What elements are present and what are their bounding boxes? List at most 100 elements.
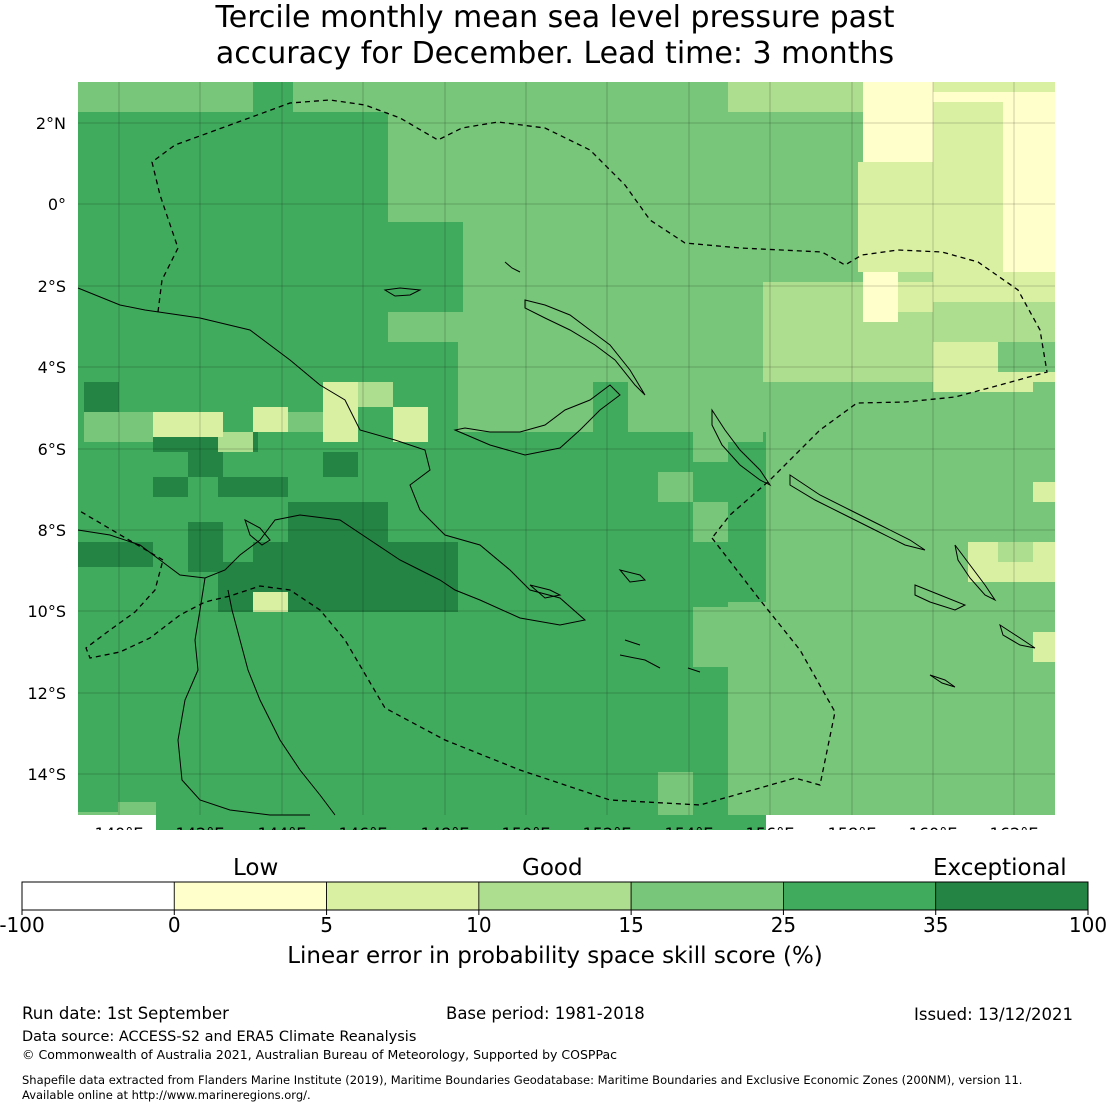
skill-cell <box>1033 382 1055 422</box>
coastline-rennell <box>929 674 956 688</box>
longitude-label: 160°E <box>909 824 958 830</box>
category-exceptional: Exceptional <box>933 855 1067 881</box>
copyright: © Commonwealth of Australia 2021, Austra… <box>22 1047 617 1062</box>
skill-cell <box>188 522 223 542</box>
longitude-label: 148°E <box>421 824 470 830</box>
base-period: Base period: 1981-2018 <box>446 1004 645 1023</box>
longitude-label: 152°E <box>583 824 632 830</box>
colorbar-tick-label: 100 <box>1069 913 1107 937</box>
skill-cell <box>218 477 288 497</box>
skill-cell <box>253 407 288 432</box>
title-line-1: Tercile monthly mean sea level pressure … <box>215 0 895 35</box>
colorbar-tick-label: -100 <box>0 913 45 937</box>
skill-cell <box>388 312 463 342</box>
latitude-label: 8°S <box>38 521 66 540</box>
skill-cell <box>658 772 693 815</box>
coastline-bougainville <box>711 408 772 487</box>
skill-cell <box>153 477 188 497</box>
skill-cell <box>898 282 933 312</box>
category-low: Low <box>233 855 279 881</box>
map-figure: 2°N 0° 2°S 4°S 6°S 8°S 10°S 12°S 14°S 140°E 142°E… <box>27 82 1055 830</box>
colorbar-block <box>478 881 632 911</box>
run-date: Run date: 1st September <box>22 1004 229 1023</box>
coastline-solomon-2 <box>954 544 997 602</box>
issued-date: Issued: 13/12/2021 <box>914 1005 1074 1024</box>
title-line-2: accuracy for December. Lead time: 3 mont… <box>215 36 895 71</box>
coastline-new-guinea <box>77 287 587 626</box>
skill-cell <box>323 452 358 477</box>
colorbar-blocks <box>21 881 1089 911</box>
colorbar-block <box>326 881 480 911</box>
skill-cell <box>458 317 493 342</box>
skill-cell <box>1033 632 1055 662</box>
coastline-solomon-1 <box>789 474 926 551</box>
shapefile-credit-1: Shapefile data extracted from Flanders M… <box>22 1073 1023 1087</box>
skill-cell <box>693 432 728 462</box>
skill-cell <box>288 412 323 432</box>
longitude-label: 162°E <box>990 824 1039 830</box>
map-title: Tercile monthly mean sea level pressure … <box>0 0 1110 72</box>
skill-cell <box>998 342 1055 372</box>
skill-cell <box>423 392 458 432</box>
latitude-label: 2°N <box>36 114 66 133</box>
data-source: Data source: ACCESS-S2 and ERA5 Climate … <box>22 1029 417 1045</box>
eez-boundary-png-north <box>151 99 1048 539</box>
skill-cell <box>423 592 458 612</box>
skill-cell <box>218 432 253 452</box>
colorbar-tick-label: 25 <box>771 913 796 937</box>
longitude-label: 142°E <box>176 824 225 830</box>
skill-cell <box>658 472 693 502</box>
skill-grid <box>78 82 1055 830</box>
latitude-label: 10°S <box>27 602 66 621</box>
longitude-label: 154°E <box>665 824 714 830</box>
latitude-label: 14°S <box>27 765 66 784</box>
latitude-label: 6°S <box>38 440 66 459</box>
eez-boundaries <box>77 99 1048 806</box>
skill-cell <box>153 412 223 437</box>
skill-cell <box>933 132 1003 272</box>
colorbar-block <box>173 881 327 911</box>
category-good: Good <box>522 855 583 881</box>
skill-cell <box>933 272 1055 302</box>
coastline-islands-manus <box>383 261 521 297</box>
longitude-label: 150°E <box>502 824 551 830</box>
colorbar-block <box>783 881 937 911</box>
skill-cell <box>693 607 728 667</box>
longitude-label: 144°E <box>258 824 307 830</box>
skill-cell <box>78 112 118 812</box>
coastline-islands-trobriand <box>529 569 647 599</box>
latitude-label: 2°S <box>38 277 66 296</box>
skill-cell <box>78 542 153 567</box>
colorbar-tick-label: 10 <box>466 913 491 937</box>
colorbar-tick-label: 0 <box>168 913 181 937</box>
longitude-label: 140°E <box>95 824 144 830</box>
latitude-label: 12°S <box>27 684 66 703</box>
skill-cell <box>693 82 828 282</box>
longitude-label: 146°E <box>339 824 388 830</box>
coastline-cape-york <box>177 577 336 816</box>
skill-cell <box>84 382 119 412</box>
coastline-new-britain <box>453 384 621 456</box>
skill-cell <box>358 382 393 407</box>
colorbar-block <box>935 881 1089 911</box>
latitude-label: 0° <box>48 195 66 214</box>
colorbar-tick-label: 5 <box>320 913 333 937</box>
skill-cell <box>933 102 1003 132</box>
skill-cell <box>188 542 223 572</box>
shapefile-credit-2: Available online at http://www.marinereg… <box>22 1088 311 1102</box>
colorbar-tick-label: 15 <box>618 913 643 937</box>
graticule <box>78 82 1055 815</box>
skill-cell <box>1033 482 1055 502</box>
skill-cell <box>593 382 628 432</box>
skill-cell <box>188 452 223 477</box>
skill-cell <box>323 407 358 442</box>
eez-boundary-png-south <box>77 509 836 806</box>
skill-cell <box>998 542 1033 562</box>
skill-cell <box>253 82 293 112</box>
coastline-guadalcanal <box>914 584 967 611</box>
colorbar-block <box>21 881 175 911</box>
skill-cell <box>693 502 728 542</box>
colorbar-ticks: -100 0 5 10 15 25 35 100 <box>0 910 1107 937</box>
longitude-label: 158°E <box>828 824 877 830</box>
skill-cell <box>253 592 288 612</box>
